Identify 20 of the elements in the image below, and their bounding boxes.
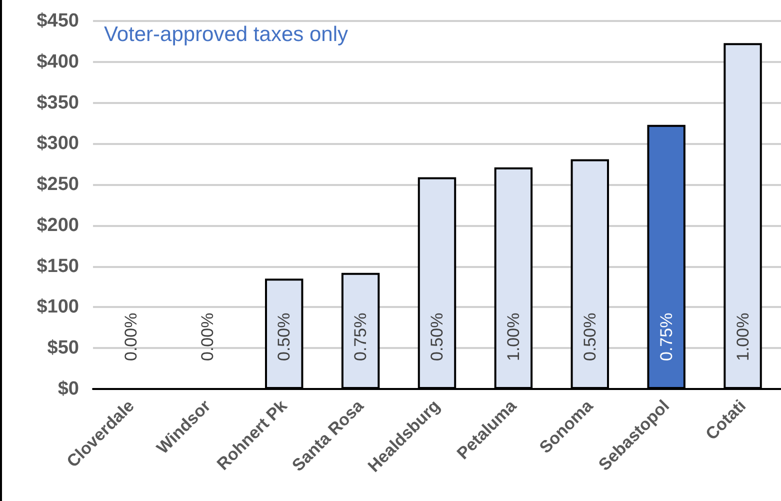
y-tick-label: $450 [36,10,79,32]
annotation: 0.75% [656,312,676,361]
y-tick-label: $300 [36,133,79,154]
annotation: 0.50% [428,312,446,361]
annotation: 0.00% [122,312,141,361]
annotation: 1.00% [733,312,752,361]
y-tick-label: $200 [36,214,79,236]
y-tick-label: $400 [36,51,79,72]
y-tick-label: $0 [58,378,79,400]
y-tick-label: $100 [36,296,79,318]
y-tick-label: $150 [36,256,79,277]
annotation: Voter-approved taxes only [104,23,348,46]
annotation: 0.50% [274,312,294,361]
y-tick-label: $350 [36,92,79,114]
annotation: 0.00% [198,312,218,361]
y-tick-label: $50 [47,338,79,359]
annotation: 1.00% [504,312,523,361]
annotation: 0.50% [580,312,600,361]
y-tick-label: $250 [36,174,79,196]
annotation: 0.75% [351,312,370,361]
